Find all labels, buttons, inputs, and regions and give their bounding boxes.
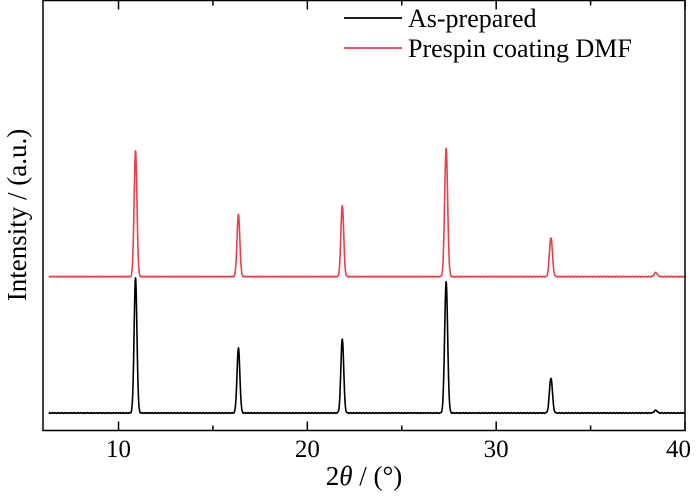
x-tick-label: 40 [666,436,691,463]
x-tick-label: 10 [106,436,131,463]
y-axis-title: Intensity / (a.u.) [2,129,32,301]
x-tick-label: 30 [484,436,509,463]
x-axis-title: 2θ / (°) [326,461,403,491]
tick-layer: 10 20 30 40 [106,0,691,463]
series-line-prespin-coating-dmf [48,147,686,278]
legend-label: Prespin coating DMF [408,34,632,63]
x-tick-label: 20 [295,436,320,463]
series-line-as-prepared [48,277,686,415]
series-layer [48,147,686,415]
legend-label: As-prepared [408,4,537,33]
plot-frame [42,0,686,432]
